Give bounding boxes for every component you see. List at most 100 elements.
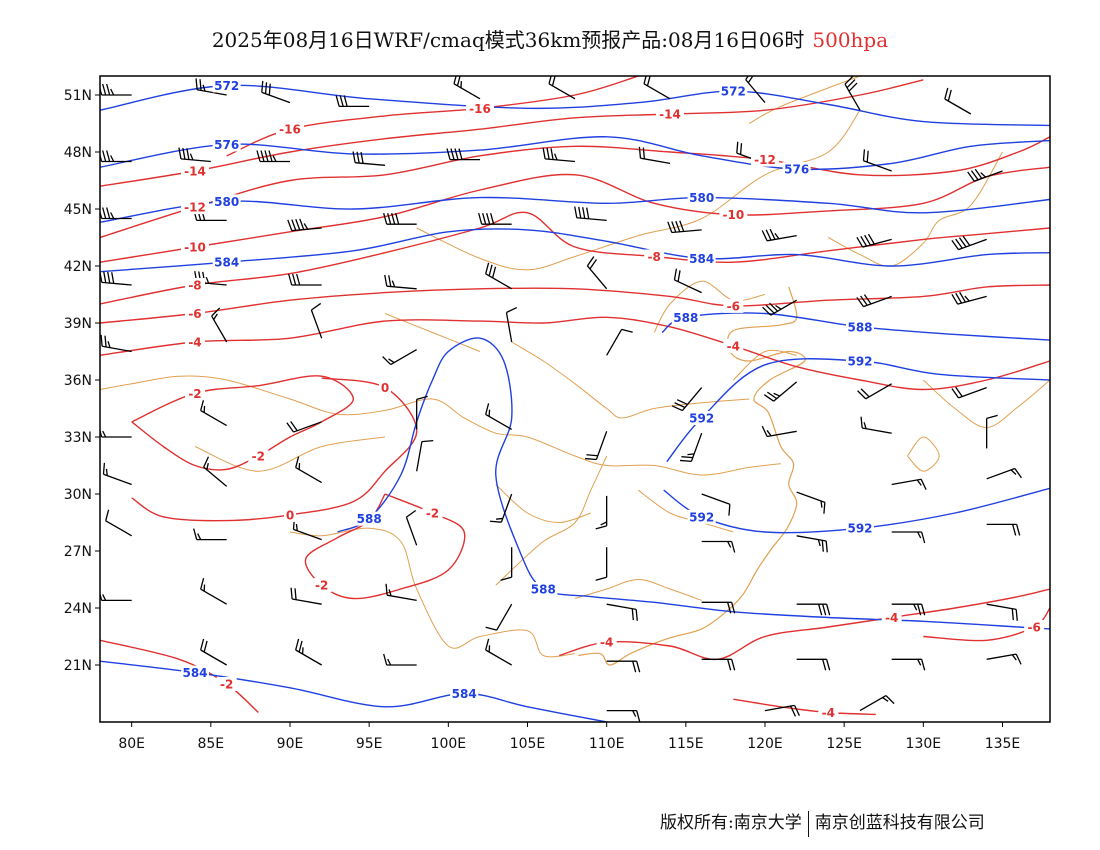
wind-barb xyxy=(606,660,641,673)
temperature-label-bg xyxy=(723,338,744,353)
wind-barb xyxy=(860,416,892,434)
temperature-contour-label: -10 xyxy=(722,208,744,222)
temperature-label-bg xyxy=(379,380,391,395)
y-tick-label: 21N xyxy=(64,658,92,674)
geopotential-height-contours xyxy=(100,84,1050,722)
wind-barb xyxy=(505,307,518,343)
temperature-label-bg xyxy=(466,101,494,116)
wind-barb xyxy=(478,213,512,225)
wind-barb xyxy=(178,147,211,163)
wind-barb xyxy=(286,421,322,433)
temperature-contour-label: 0 xyxy=(381,381,389,395)
title-level: 500hpa xyxy=(812,28,889,52)
plot-frame xyxy=(99,75,1051,723)
temperature-contour xyxy=(923,607,1050,642)
border-line xyxy=(653,280,766,333)
temperature-label-bg xyxy=(656,107,684,121)
wind-barb xyxy=(416,439,434,472)
wind-barb xyxy=(891,478,927,490)
temperature-label-bg xyxy=(596,635,617,650)
wind-barb xyxy=(193,528,227,541)
copyright-left: 版权所有:南京大学 xyxy=(660,813,802,833)
wind-barb xyxy=(586,256,608,290)
temperature-contour xyxy=(100,639,259,714)
height-contour-label: 584 xyxy=(214,256,239,270)
y-tick-label: 45N xyxy=(64,202,92,218)
border-line xyxy=(495,455,608,586)
wind-barb xyxy=(100,334,132,353)
temperature-contour-label: -2 xyxy=(252,450,265,464)
height-contour-label: 572 xyxy=(721,85,746,99)
height-contour-label: 584 xyxy=(452,687,477,701)
wind-barb xyxy=(796,535,828,553)
temperature-label-bg xyxy=(248,449,269,463)
wind-barb xyxy=(542,147,576,163)
temperature-contour xyxy=(131,377,418,522)
wind-barb xyxy=(595,547,608,581)
temperature-contour-label: -8 xyxy=(188,279,201,293)
border-line xyxy=(638,489,734,533)
wind-barb xyxy=(673,268,702,294)
height-contour xyxy=(100,136,1050,171)
temperature-label-bg xyxy=(818,705,839,720)
x-tick-label: 95E xyxy=(356,736,383,752)
height-contour-label: 592 xyxy=(689,510,714,524)
wind-barb xyxy=(446,148,480,161)
copyright-footer: 版权所有:南京大学 南京创蓝科技有限公司 xyxy=(660,808,985,837)
x-tick-label: 80E xyxy=(118,736,145,752)
height-contour-label: 584 xyxy=(689,252,714,266)
temperature-label-bg xyxy=(644,249,665,264)
wind-barb xyxy=(763,381,798,402)
wind-barb xyxy=(856,233,892,248)
wind-barb xyxy=(796,603,831,616)
height-contour-label: 592 xyxy=(847,355,872,369)
temperature-label-bg xyxy=(751,152,779,167)
border-line xyxy=(511,341,750,419)
height-contour-label: 592 xyxy=(847,522,872,536)
temperature-contour-label: -2 xyxy=(220,678,233,692)
wind-barb xyxy=(679,432,703,463)
wind-barb xyxy=(261,80,291,104)
wind-barb xyxy=(844,76,861,111)
y-tick-label: 42N xyxy=(64,259,92,275)
wind-barb xyxy=(195,78,227,96)
height-contour xyxy=(100,196,1050,223)
temperature-label-bg xyxy=(723,298,744,313)
coastline xyxy=(578,286,806,666)
height-label-bg xyxy=(846,354,874,368)
wind-barb xyxy=(856,294,892,308)
height-label-bg xyxy=(719,84,748,99)
height-label-bg xyxy=(212,194,241,209)
y-tick-label: 24N xyxy=(64,601,92,617)
wind-barb xyxy=(796,491,826,514)
height-label-bg xyxy=(529,582,558,596)
wind-barb xyxy=(287,218,322,232)
x-tick-label: 125E xyxy=(826,736,862,752)
wind-barb xyxy=(100,428,132,438)
height-label-bg xyxy=(846,521,874,536)
x-tick-label: 105E xyxy=(510,736,546,752)
height-label-bg xyxy=(846,319,874,334)
border-line xyxy=(100,375,781,476)
temperature-contour-label: -6 xyxy=(727,299,740,313)
wind-barb xyxy=(384,274,417,290)
wind-barb xyxy=(701,601,736,614)
height-contour-label: 580 xyxy=(689,191,714,205)
wind-barb xyxy=(105,509,132,537)
height-contour xyxy=(100,660,607,722)
temperature-contour-label: -16 xyxy=(469,102,491,116)
height-contour-label: 588 xyxy=(531,583,556,597)
wind-barb xyxy=(335,95,370,108)
temperature-contour-label: -2 xyxy=(315,579,328,593)
wind-barb xyxy=(295,638,322,666)
wind-barb xyxy=(574,206,607,222)
wind-barb xyxy=(485,638,512,666)
height-contour-label: 572 xyxy=(214,79,239,93)
wind-barb xyxy=(951,291,987,305)
wind-barb xyxy=(102,462,132,486)
border-line xyxy=(384,313,481,352)
wind-barb xyxy=(200,638,227,666)
temperature-label-bg xyxy=(185,386,205,401)
wind-barb xyxy=(891,658,926,671)
